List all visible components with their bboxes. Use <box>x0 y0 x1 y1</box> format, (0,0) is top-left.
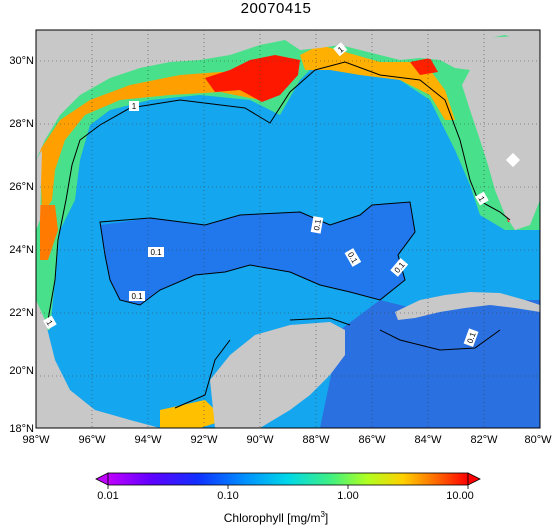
x-tick-label: 96°W <box>78 434 106 446</box>
contour-label: 0.1 <box>312 218 323 231</box>
x-tick-label: 86°W <box>358 434 386 446</box>
coastal-band-north <box>40 72 270 215</box>
x-tick-label: 90°W <box>246 434 274 446</box>
map-frame <box>35 29 541 429</box>
y-tick-label: 24°N <box>9 244 34 256</box>
contour-label: 1 <box>132 102 137 111</box>
colorbar-tick-label: 10.00 <box>446 490 474 502</box>
x-axis: 98°W 96°W 94°W 92°W 90°W 88°W 86°W 84°W … <box>22 434 552 446</box>
land-mexico-west <box>36 150 42 230</box>
colorbar-tick-label: 0.10 <box>217 490 238 502</box>
colorbar: 0.01 0.10 1.00 10.00 <box>95 472 481 502</box>
y-tick-label: 30°N <box>9 55 34 67</box>
y-tick-label: 26°N <box>9 181 34 193</box>
contour-label: 0.1 <box>150 248 162 257</box>
contour-lines <box>47 61 511 409</box>
low-chl-patch <box>100 202 415 305</box>
contour-0.1-central <box>99 201 416 306</box>
y-tick-label: 18°N <box>9 423 34 435</box>
land-yucatan <box>210 322 345 428</box>
contour-label: 0.1 <box>131 292 143 301</box>
x-tick-label: 88°W <box>302 434 330 446</box>
contour-1-main <box>47 61 511 321</box>
y-tick-label: 28°N <box>9 118 34 130</box>
colorbar-label-sup: 3 <box>320 510 325 519</box>
coastal-band-west <box>40 205 58 260</box>
caribbean-water <box>320 300 540 428</box>
land-florida <box>462 30 540 230</box>
colorbar-label-suffix: ] <box>324 511 329 525</box>
contour-label: 0.1 <box>465 331 477 345</box>
graticule <box>36 30 540 428</box>
land-mexico-south <box>36 300 160 428</box>
x-tick-label: 82°W <box>470 434 498 446</box>
land-us <box>36 30 540 160</box>
x-tick-label: 80°W <box>524 434 552 446</box>
contour-label: 1 <box>336 44 346 54</box>
colorbar-tick-label: 0.01 <box>97 490 118 502</box>
contour-label: 1 <box>44 319 54 328</box>
hotspot-ne <box>410 58 438 75</box>
gulf-interior <box>60 70 470 410</box>
white-island <box>505 152 521 168</box>
x-tick-label: 92°W <box>190 434 218 446</box>
contour-label: 1 <box>476 195 486 204</box>
colorbar-label: Chlorophyll [mg/m3] <box>0 510 552 525</box>
contour-1-south <box>174 339 231 409</box>
colorbar-tick-label: 1.00 <box>337 490 358 502</box>
y-tick-label: 20°N <box>9 365 34 377</box>
x-tick-label: 98°W <box>22 434 50 446</box>
colorbar-gradient <box>107 472 469 486</box>
colorbar-max-arrow <box>467 472 481 486</box>
river-plume <box>205 55 300 102</box>
x-tick-label: 84°W <box>414 434 442 446</box>
contour-0.1-caribbean <box>379 329 501 351</box>
x-tick-label: 94°W <box>134 434 162 446</box>
colorbar-min-arrow <box>95 472 109 486</box>
map-field <box>36 30 540 428</box>
map-title: 20070415 <box>240 0 312 17</box>
colorbar-label-text: Chlorophyll [mg/m <box>223 511 321 525</box>
y-axis: 18°N 20°N 22°N 24°N 26°N 28°N 30°N <box>9 55 34 435</box>
y-tick-label: 22°N <box>9 307 34 319</box>
land-cuba <box>395 292 540 320</box>
contour-1-yucatan <box>289 317 351 326</box>
